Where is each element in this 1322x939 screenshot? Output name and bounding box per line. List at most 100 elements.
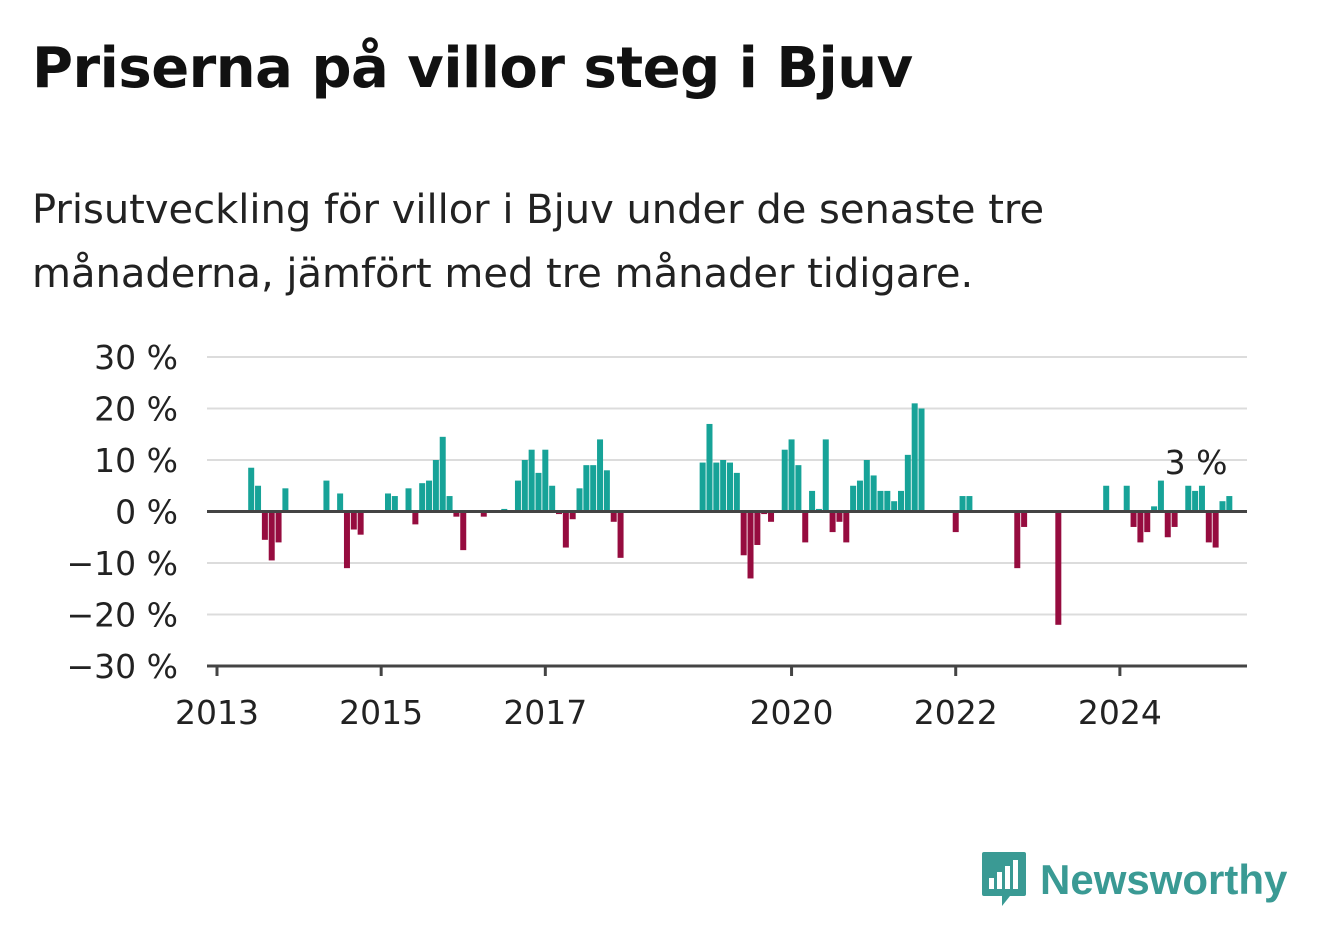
bar: [542, 449, 549, 512]
bar: [480, 511, 487, 517]
bar: [1205, 511, 1212, 543]
bar: [747, 511, 754, 579]
bar: [453, 511, 460, 517]
bar: [863, 460, 870, 512]
bar: [870, 475, 877, 512]
bar: [391, 496, 398, 512]
x-tick-label: 2020: [750, 693, 834, 730]
bar: [966, 496, 973, 512]
bar-chart: 30 % 20 % 10 % 0 % −10 % −20 % −30 % 2013 2015 20…: [67, 338, 1247, 730]
bar: [1171, 511, 1178, 527]
bar: [535, 472, 542, 512]
bar: [699, 462, 706, 512]
last-value-label: 3 %: [1165, 443, 1228, 482]
bar: [720, 460, 727, 512]
bar: [1130, 511, 1137, 527]
bar: [781, 449, 788, 512]
bar: [754, 511, 761, 545]
bar: [514, 480, 521, 512]
x-tick-label: 2017: [503, 693, 587, 730]
bars: [248, 403, 1233, 625]
bar: [255, 485, 262, 512]
bar: [385, 493, 391, 512]
y-tick-label: 30 %: [94, 338, 178, 377]
y-tick-label: 10 %: [94, 441, 178, 480]
bar: [350, 511, 357, 530]
bar: [590, 465, 597, 512]
bar: [1198, 485, 1205, 512]
y-tick-label: −30 %: [67, 647, 179, 686]
bar: [898, 490, 904, 512]
bar: [357, 511, 364, 535]
bar: [617, 511, 624, 558]
y-tick-label: −10 %: [67, 544, 179, 583]
axes: 30 % 20 % 10 % 0 % −10 % −20 % −30 % 2013 2015 20…: [67, 338, 1247, 730]
bar: [802, 511, 809, 543]
x-tick-label: 2024: [1078, 693, 1162, 730]
bar: [918, 408, 925, 512]
bar: [706, 423, 713, 512]
bar: [323, 480, 330, 512]
bar: [1123, 485, 1130, 512]
bar: [569, 511, 576, 520]
y-tick-label: 0 %: [115, 493, 178, 532]
bar: [740, 511, 747, 556]
bar: [419, 483, 426, 512]
bar: [843, 511, 850, 543]
newsworthy-logo-icon: [982, 852, 1026, 906]
chart-subtitle: Prisutveckling för villor i Bjuv under d…: [32, 187, 1045, 297]
bar: [904, 454, 911, 512]
bar: [877, 490, 884, 512]
bar: [405, 488, 412, 512]
bar: [788, 439, 795, 512]
bar: [1137, 511, 1144, 543]
brand-name: Newsworthy: [1040, 856, 1288, 903]
brand-logo: Newsworthy: [980, 850, 1287, 910]
bar: [576, 488, 583, 512]
x-tick-label: 2013: [175, 693, 259, 730]
bar: [426, 480, 433, 512]
bar: [952, 511, 959, 533]
bar: [1192, 490, 1199, 512]
bar: [768, 511, 775, 522]
bar: [822, 439, 829, 512]
bar: [343, 511, 350, 569]
bar: [829, 511, 836, 533]
y-tick-label: 20 %: [94, 390, 178, 429]
bar: [275, 511, 282, 543]
bar: [911, 403, 918, 512]
bar: [432, 460, 439, 512]
y-tick-label: −20 %: [67, 596, 179, 635]
bar: [1151, 506, 1158, 512]
bar: [597, 439, 604, 512]
x-tick-label: 2022: [914, 693, 998, 730]
bar: [1212, 511, 1219, 548]
bar: [1164, 511, 1171, 538]
bar: [713, 462, 720, 512]
bar: [549, 485, 556, 512]
bar: [412, 511, 419, 525]
bar: [1021, 511, 1028, 527]
bar: [727, 462, 733, 512]
bar: [884, 490, 891, 512]
bar: [1103, 485, 1110, 512]
bar: [959, 496, 966, 512]
bar: [603, 470, 610, 512]
bar: [521, 460, 528, 512]
bar: [248, 467, 255, 512]
bar: [446, 496, 453, 512]
bar: [528, 449, 535, 512]
bar: [1226, 496, 1233, 512]
bar: [337, 493, 344, 512]
bar: [1219, 501, 1226, 512]
bar: [795, 465, 802, 512]
bar: [856, 480, 863, 512]
bar: [583, 465, 590, 512]
bar: [836, 511, 843, 522]
chart-title: Priserna på villor steg i Bjuv: [32, 36, 913, 101]
bar: [1144, 511, 1151, 533]
bar: [282, 488, 289, 512]
bar: [460, 511, 467, 551]
bar: [809, 490, 816, 512]
bar: [1185, 485, 1192, 512]
